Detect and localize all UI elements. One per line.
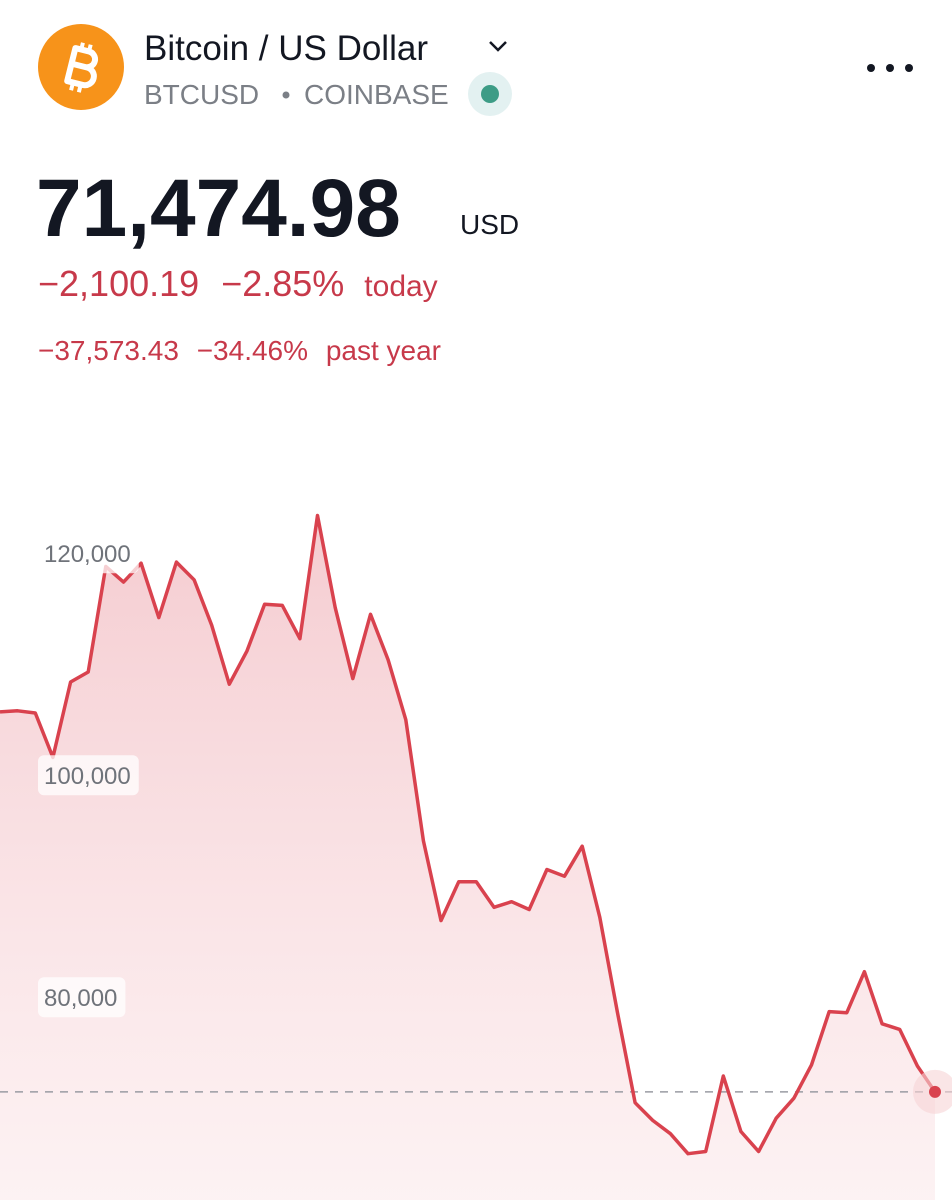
y-tick-bg (38, 755, 139, 796)
y-tick-bg (38, 977, 126, 1018)
ticker: BTCUSD (144, 79, 259, 110)
market-status (481, 85, 499, 103)
change-amount: −2,100.19 (38, 263, 199, 304)
change-year: −37,573.43 −34.46% past year (38, 335, 441, 366)
y-tick-label: 120,000 (44, 541, 131, 568)
change-today: −2,100.19 −2.85% today (38, 263, 438, 304)
symbol-title[interactable]: Bitcoin / US Dollar (144, 29, 428, 68)
area-fill (0, 515, 935, 1200)
price-line (0, 513, 937, 1156)
dropdown-chevron[interactable] (489, 41, 507, 52)
year-period: past year (326, 335, 441, 366)
price: 71,474.98 (36, 163, 401, 254)
more-menu[interactable] (867, 64, 913, 72)
separator-dot (282, 91, 290, 99)
exchange: COINBASE (304, 79, 449, 110)
y-tick-label: 100,000 (44, 763, 131, 790)
change-period: today (364, 270, 437, 303)
y-tick-bg (38, 533, 139, 574)
y-tick-label: 80,000 (44, 985, 117, 1012)
currency: USD (460, 209, 519, 240)
price-chart: 80,000 100,000 120,000 (0, 513, 952, 1200)
year-percent: −34.46% (197, 335, 308, 366)
change-percent: −2.85% (221, 263, 344, 304)
coin-glyph (64, 42, 99, 93)
year-amount: −37,573.43 (38, 335, 179, 366)
last-point (929, 1085, 941, 1098)
